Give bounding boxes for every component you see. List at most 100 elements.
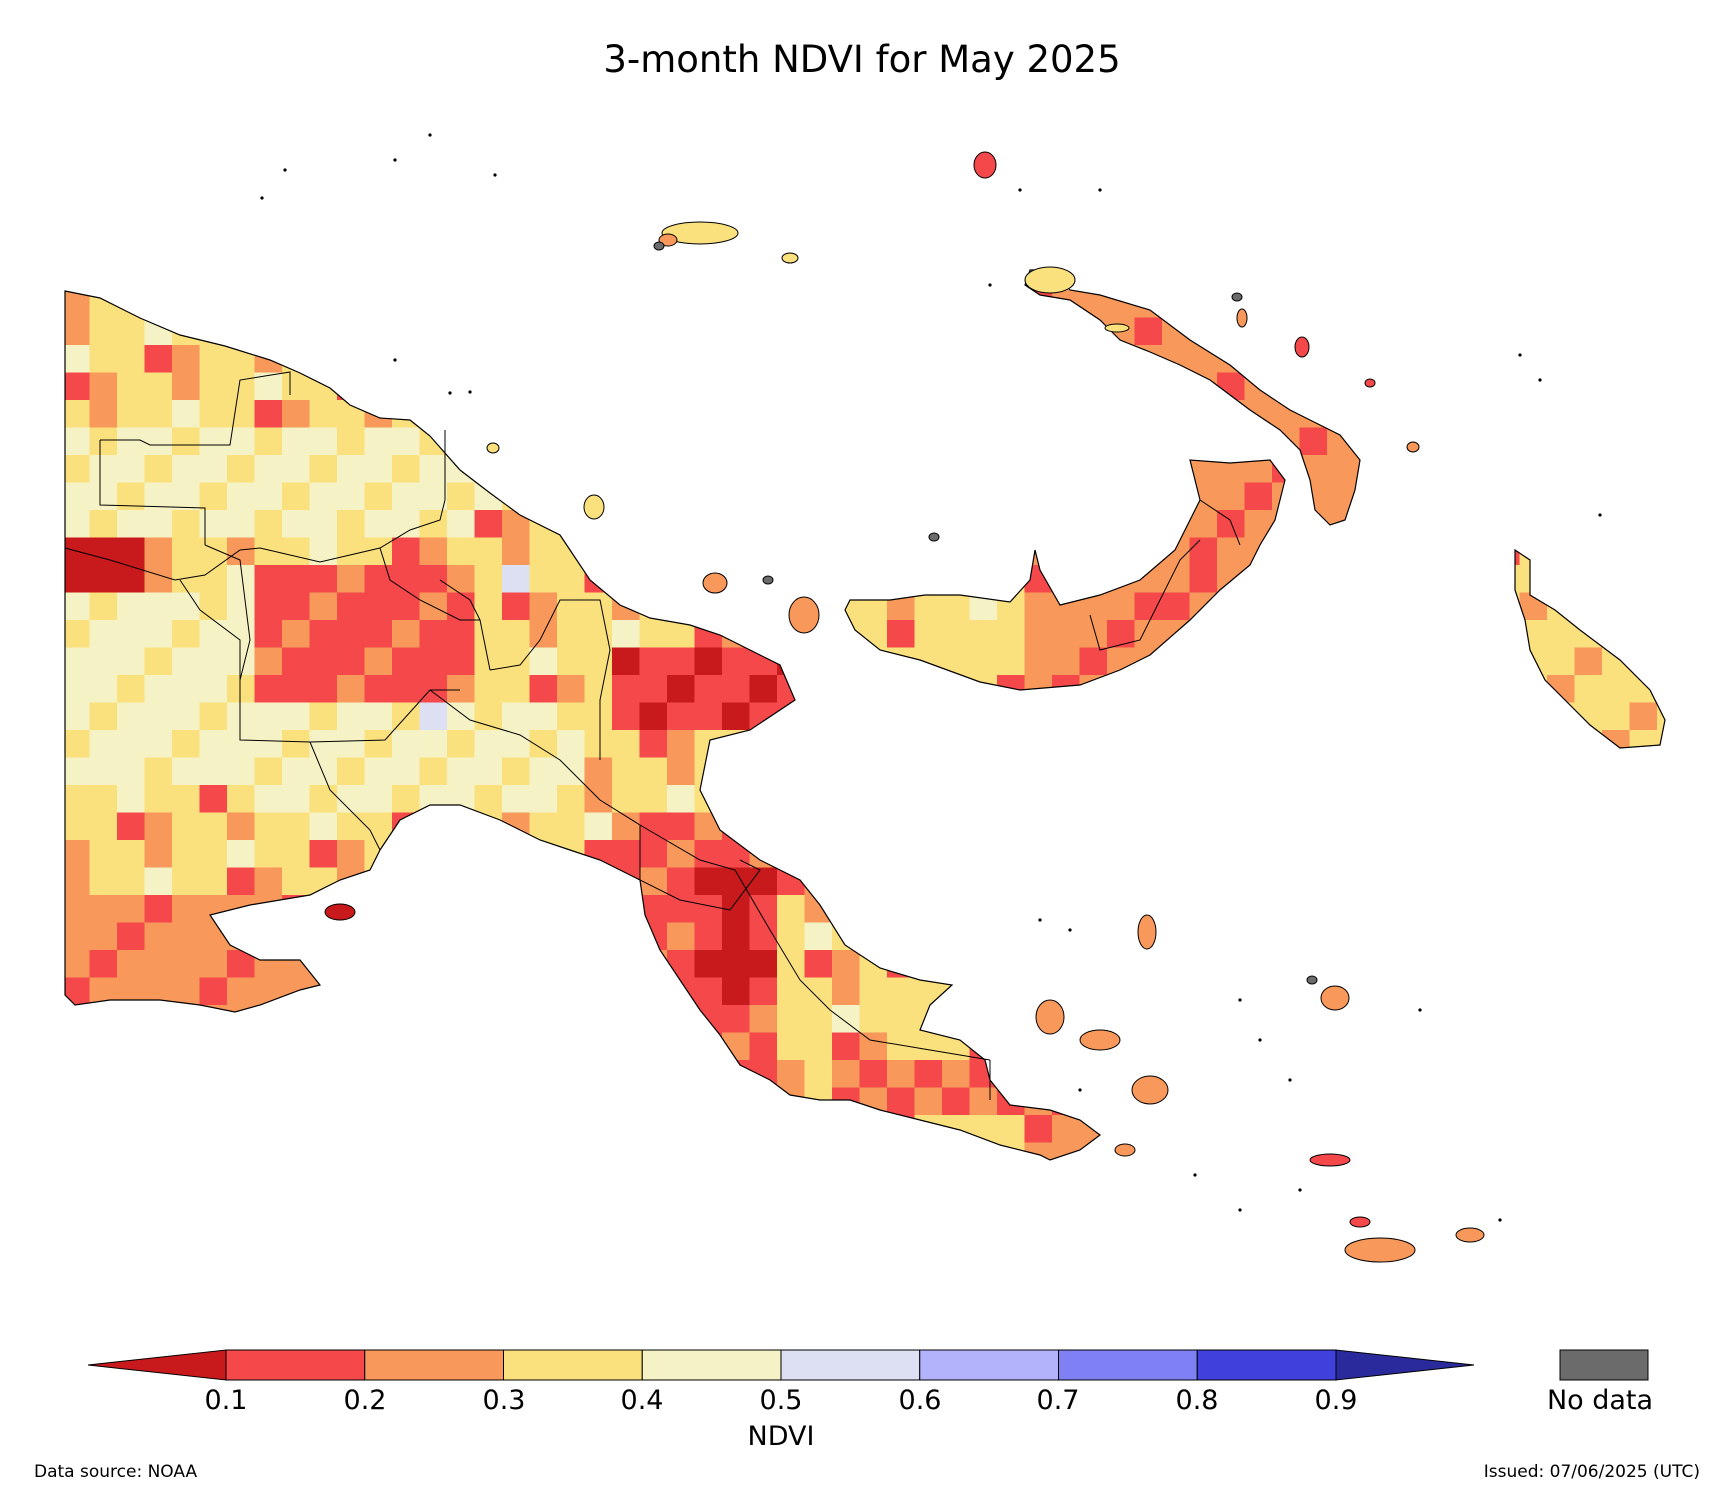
province-boundary bbox=[429, 689, 991, 1061]
ndvi-cell bbox=[227, 895, 255, 923]
ndvi-cell bbox=[1107, 592, 1135, 621]
ndvi-cell bbox=[1107, 565, 1135, 593]
ndvi-cell bbox=[254, 400, 283, 428]
ndvi-cell bbox=[1354, 1087, 1383, 1116]
ndvi-cell bbox=[584, 895, 613, 923]
ndvi-cell bbox=[1189, 1115, 1218, 1143]
ndvi-cell bbox=[1657, 1115, 1665, 1143]
ndvi-cell bbox=[1272, 400, 1300, 428]
ndvi-cell bbox=[474, 592, 503, 621]
ndvi-cell bbox=[117, 895, 145, 923]
ndvi-cell bbox=[1244, 455, 1273, 483]
ndvi-cell bbox=[1437, 840, 1465, 868]
ndvi-cell bbox=[1547, 510, 1575, 538]
ndvi-cell bbox=[1024, 950, 1053, 978]
ndvi-cell bbox=[639, 867, 668, 896]
ndvi-cell bbox=[777, 1115, 805, 1143]
ndvi-cell bbox=[1272, 1060, 1300, 1088]
ndvi-cell bbox=[667, 922, 695, 951]
ndvi-cell bbox=[667, 537, 695, 566]
ndvi-cell bbox=[1189, 290, 1218, 318]
ndvi-cell bbox=[1519, 785, 1548, 813]
ndvi-cell bbox=[1409, 1005, 1438, 1033]
ndvi-cell bbox=[1629, 812, 1658, 841]
ndvi-cell bbox=[694, 1032, 723, 1061]
ndvi-cell bbox=[1464, 895, 1493, 923]
ndvi-cell bbox=[364, 455, 393, 483]
ndvi-cell bbox=[337, 867, 365, 896]
ndvi-cell bbox=[392, 730, 420, 758]
ndvi-cell bbox=[694, 482, 723, 511]
ndvi-cell bbox=[722, 1060, 750, 1088]
ndvi-cell bbox=[199, 647, 228, 676]
ndvi-cell bbox=[1134, 1115, 1163, 1143]
ndvi-cell bbox=[584, 372, 613, 401]
ndvi-cell bbox=[942, 620, 970, 648]
ndvi-cell bbox=[474, 317, 503, 346]
ndvi-cell bbox=[1244, 647, 1273, 676]
island bbox=[1137, 914, 1157, 950]
ndvi-cell bbox=[1382, 317, 1410, 346]
ndvi-cell bbox=[172, 950, 200, 978]
ndvi-cell bbox=[1629, 482, 1658, 511]
ndvi-cell bbox=[997, 922, 1025, 951]
ndvi-cell bbox=[1079, 345, 1108, 373]
ndvi-cell bbox=[584, 290, 613, 318]
ndvi-cell bbox=[1272, 592, 1300, 621]
ndvi-cell bbox=[887, 1060, 915, 1088]
ndvi-cell bbox=[474, 620, 503, 648]
ndvi-cell bbox=[199, 510, 228, 538]
ndvi-cell bbox=[584, 317, 613, 346]
ndvi-cell bbox=[1629, 592, 1658, 621]
ndvi-cell bbox=[1437, 290, 1465, 318]
ndvi-cell bbox=[914, 290, 943, 318]
ndvi-cell bbox=[942, 647, 970, 676]
ndvi-cell bbox=[1629, 317, 1658, 346]
ndvi-cell bbox=[309, 510, 338, 538]
ndvi-cell bbox=[1437, 1142, 1465, 1160]
ndvi-cell bbox=[1602, 1142, 1630, 1160]
ndvi-cell bbox=[65, 620, 90, 648]
ndvi-cell bbox=[804, 455, 833, 483]
colorbar-bin bbox=[225, 1349, 366, 1381]
ndvi-cell bbox=[722, 317, 750, 346]
ndvi-cell bbox=[1574, 840, 1603, 868]
ndvi-cell bbox=[502, 812, 530, 841]
ndvi-cell bbox=[1327, 1115, 1355, 1143]
ndvi-cell bbox=[1464, 1032, 1493, 1061]
ndvi-cell bbox=[65, 895, 90, 923]
colorbar-tick-label: 0.7 bbox=[1036, 1385, 1080, 1416]
ndvi-cell bbox=[832, 1115, 860, 1143]
ndvi-cell bbox=[1382, 702, 1410, 731]
ndvi-cell bbox=[914, 647, 943, 676]
ndvi-cell bbox=[804, 950, 833, 978]
ndvi-cell bbox=[1519, 565, 1548, 593]
ndvi-cell bbox=[1547, 840, 1575, 868]
ndvi-cell bbox=[1574, 537, 1603, 566]
ndvi-cell bbox=[1547, 345, 1575, 373]
ndvi-cell bbox=[832, 812, 860, 841]
islet bbox=[283, 168, 287, 172]
ndvi-cell bbox=[557, 1005, 585, 1033]
island bbox=[658, 233, 678, 247]
ndvi-cell bbox=[1162, 372, 1190, 401]
ndvi-cell bbox=[1272, 977, 1300, 1006]
ndvi-cell bbox=[969, 922, 998, 951]
ndvi-cell bbox=[1079, 647, 1108, 676]
ndvi-cell bbox=[914, 950, 943, 978]
ndvi-cell bbox=[1217, 950, 1245, 978]
ndvi-cell bbox=[1464, 840, 1493, 868]
ndvi-cell bbox=[199, 757, 228, 786]
ndvi-cell bbox=[65, 1032, 90, 1061]
ndvi-cell bbox=[914, 317, 943, 346]
ndvi-cell bbox=[804, 730, 833, 758]
ndvi-cell bbox=[1492, 400, 1520, 428]
ndvi-cell bbox=[1217, 675, 1245, 703]
ndvi-cell bbox=[282, 1032, 310, 1061]
ndvi-cell bbox=[227, 702, 255, 731]
ndvi-cell bbox=[1409, 812, 1438, 841]
ndvi-cell bbox=[309, 455, 338, 483]
ndvi-cell bbox=[392, 427, 420, 456]
coastline bbox=[1514, 548, 1666, 749]
ndvi-cell bbox=[392, 537, 420, 566]
